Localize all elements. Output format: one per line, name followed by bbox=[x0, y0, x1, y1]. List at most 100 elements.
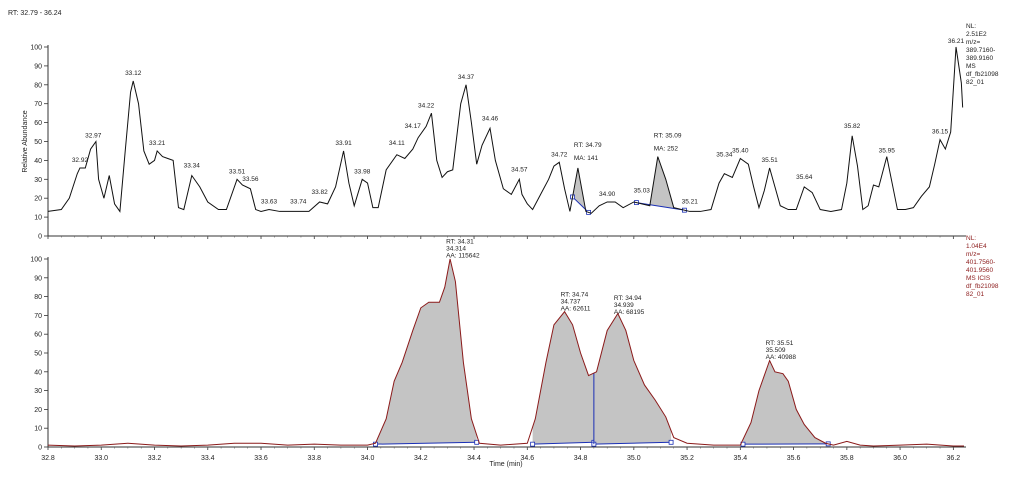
top-y-tick-label: 40 bbox=[34, 158, 42, 165]
bottom-peak-rt-exact: 34.939 bbox=[614, 302, 634, 309]
bottom-peak-marker bbox=[668, 439, 674, 445]
x-tick-label: 35.0 bbox=[627, 455, 641, 462]
bottom-y-tick-label: 70 bbox=[34, 313, 42, 320]
top-y-tick-label: 80 bbox=[34, 82, 42, 89]
bottom-peak-baseline-0 bbox=[375, 441, 477, 445]
top-peak-label: 33.51 bbox=[229, 168, 246, 175]
bottom-peak-area-label: AA: 68195 bbox=[614, 309, 645, 316]
top-peak-label: 35.95 bbox=[879, 148, 896, 155]
top-peak-label: 34.57 bbox=[511, 167, 528, 174]
x-tick-label: 35.6 bbox=[787, 455, 801, 462]
top-peak-label: 34.46 bbox=[482, 115, 499, 122]
bottom-y-tick-label: 60 bbox=[34, 332, 42, 339]
bottom-y-tick-label: 50 bbox=[34, 351, 42, 358]
x-tick-label: 34.2 bbox=[414, 455, 428, 462]
top-peak-label: 34.17 bbox=[405, 123, 422, 130]
bottom-peak-area-3 bbox=[742, 360, 829, 445]
top-peak-label: 34.22 bbox=[418, 102, 435, 109]
x-tick-label: 33.0 bbox=[94, 455, 108, 462]
top-peak-label: 35.34 bbox=[716, 151, 733, 158]
top-peak-rt-label: RT: 34.79 bbox=[574, 142, 602, 149]
x-tick-label: 34.8 bbox=[574, 455, 588, 462]
bottom-y-tick-label: 100 bbox=[30, 257, 42, 264]
top-peak-area-0 bbox=[572, 167, 589, 213]
bottom-trace-line bbox=[47, 258, 964, 447]
top-peak-rt-label: RT: 35.09 bbox=[654, 133, 682, 140]
x-tick-label: 34.6 bbox=[520, 455, 534, 462]
top-peak-label: 33.63 bbox=[261, 199, 278, 206]
top-y-tick-label: 30 bbox=[34, 177, 42, 184]
bottom-peak-rt-exact: 35.509 bbox=[766, 347, 786, 354]
top-peak-label: 35.82 bbox=[844, 123, 861, 130]
x-tick-label: 32.8 bbox=[41, 455, 55, 462]
bottom-info-line: 401.7560- bbox=[966, 259, 995, 266]
bottom-peak-rt-label: RT: 34.31 bbox=[446, 239, 474, 246]
x-tick-label: 36.2 bbox=[947, 455, 961, 462]
bottom-info-line: df_fb21098 bbox=[966, 283, 999, 290]
top-y-axis-label: Relative Abundance bbox=[22, 110, 29, 172]
bottom-y-tick-label: 90 bbox=[34, 275, 42, 282]
top-peak-label: 33.56 bbox=[242, 176, 259, 183]
top-y-tick-label: 90 bbox=[34, 63, 42, 70]
bottom-peak-rt-label: RT: 34.94 bbox=[614, 295, 642, 302]
rt-range-header: RT: 32.79 - 36.24 bbox=[8, 10, 62, 17]
x-axis-label: Time (min) bbox=[489, 461, 522, 468]
top-peak-label: 35.03 bbox=[634, 187, 651, 194]
top-peak-area-1 bbox=[636, 156, 685, 211]
x-tick-label: 35.2 bbox=[680, 455, 694, 462]
top-peak-label: 33.34 bbox=[184, 163, 201, 170]
top-peak-label: 33.21 bbox=[149, 140, 166, 147]
bottom-info-line: 1.04E4 bbox=[966, 243, 987, 250]
top-peak-label: 33.98 bbox=[354, 168, 371, 175]
top-y-tick-label: 60 bbox=[34, 120, 42, 127]
top-y-tick-label: 10 bbox=[34, 215, 42, 222]
bottom-peak-rt-exact: 34.737 bbox=[561, 298, 581, 305]
top-trace-line bbox=[47, 46, 964, 214]
bottom-peak-rt-exact: 34.314 bbox=[446, 246, 466, 253]
bottom-y-tick-label: 0 bbox=[38, 445, 42, 452]
top-y-tick-label: 70 bbox=[34, 101, 42, 108]
top-info-line: 389.9160 bbox=[966, 55, 993, 62]
top-peak-label: 34.11 bbox=[389, 140, 405, 147]
x-tick-label: 33.6 bbox=[254, 455, 268, 462]
top-peak-label: 33.91 bbox=[335, 140, 352, 147]
bottom-y-tick-label: 20 bbox=[34, 407, 42, 414]
bottom-peak-rt-label: RT: 34.74 bbox=[561, 291, 589, 298]
top-peak-label: 33.82 bbox=[311, 189, 328, 196]
bottom-info-line: 82_01 bbox=[966, 291, 984, 298]
bottom-peak-area-2 bbox=[593, 313, 672, 445]
top-y-tick-label: 20 bbox=[34, 196, 42, 203]
bottom-peak-rt-label: RT: 35.51 bbox=[766, 340, 794, 347]
bottom-y-tick-label: 40 bbox=[34, 369, 42, 376]
bottom-peak-area-0 bbox=[375, 259, 477, 445]
bottom-peak-area-label: AA: 40988 bbox=[766, 354, 797, 361]
x-tick-label: 33.2 bbox=[148, 455, 162, 462]
top-peak-label: 35.21 bbox=[682, 199, 699, 206]
x-tick-label: 34.0 bbox=[361, 455, 375, 462]
top-peak-label: 35.51 bbox=[761, 157, 778, 164]
bottom-peak-baseline-1 bbox=[532, 441, 594, 445]
top-peak-label: 34.72 bbox=[551, 151, 568, 158]
top-info-line: m/z= bbox=[966, 39, 980, 46]
top-info-line: df_fb21098 bbox=[966, 71, 999, 78]
top-y-tick-label: 50 bbox=[34, 139, 42, 146]
bottom-info-line: NL: bbox=[966, 235, 976, 242]
top-peak-label: 33.74 bbox=[290, 199, 307, 206]
x-tick-label: 36.0 bbox=[893, 455, 907, 462]
bottom-peak-baseline-2 bbox=[593, 441, 672, 445]
top-info-line: 389.7160- bbox=[966, 47, 995, 54]
top-peak-label: 35.64 bbox=[796, 174, 813, 181]
bottom-peak-area-label: AA: 62611 bbox=[561, 305, 591, 312]
top-peak-ma-label: MA: 252 bbox=[654, 146, 679, 153]
top-info-line: 2.51E2 bbox=[966, 31, 987, 38]
top-peak-label: 32.92 bbox=[72, 157, 89, 164]
bottom-peak-marker bbox=[530, 441, 536, 447]
x-tick-label: 33.8 bbox=[307, 455, 321, 462]
bottom-info-line: m/z= bbox=[966, 251, 980, 258]
top-peak-label: 34.90 bbox=[599, 191, 616, 198]
top-y-tick-label: 100 bbox=[30, 45, 42, 52]
top-info-line: MS bbox=[966, 63, 976, 70]
top-peak-label: 33.12 bbox=[125, 70, 142, 77]
top-peak-label: 36.15 bbox=[932, 129, 949, 136]
